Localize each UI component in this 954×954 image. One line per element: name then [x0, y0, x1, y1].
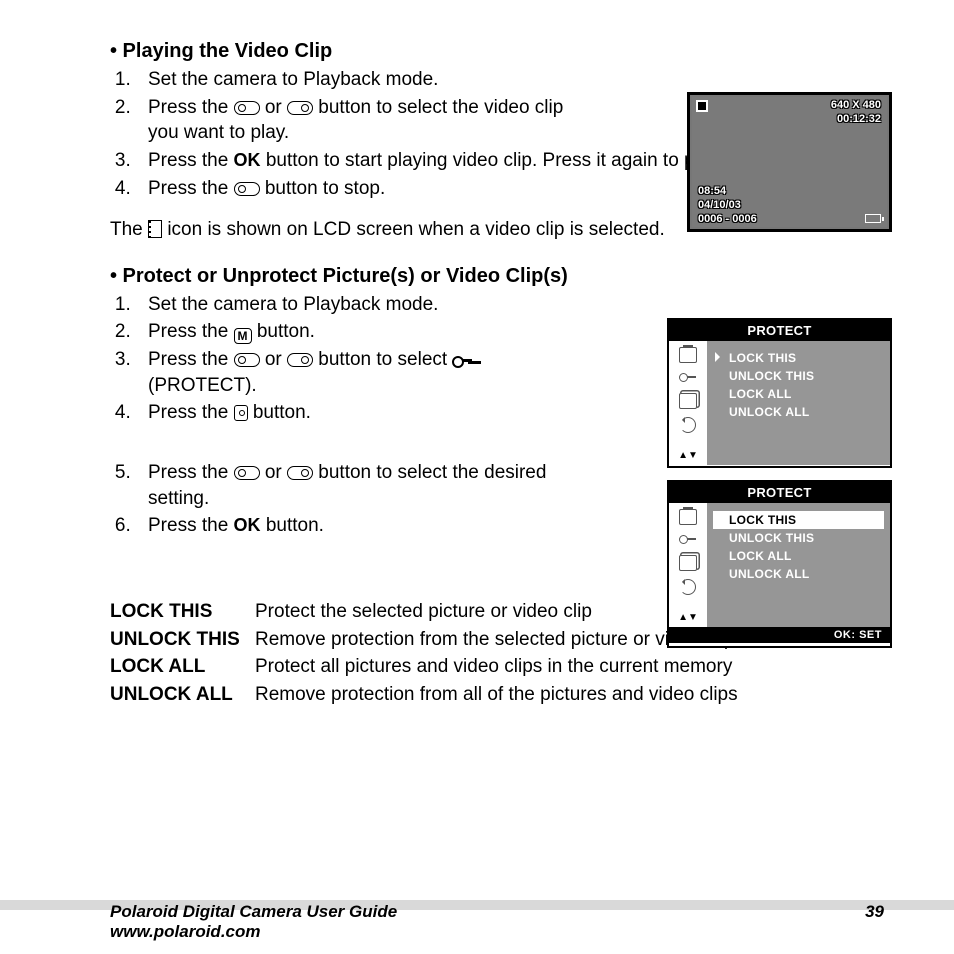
step: Set the camera to Playback mode.: [136, 67, 894, 93]
footer-url: www.polaroid.com: [110, 922, 397, 942]
menu-option[interactable]: UNLOCK ALL: [713, 403, 884, 421]
section-title-protect: • Protect or Unprotect Picture(s) or Vid…: [110, 263, 894, 290]
right-button-icon: [287, 101, 313, 115]
video-resolution: 640 X 480: [831, 99, 881, 111]
note-text: The: [110, 219, 143, 240]
left-button-icon: [234, 466, 260, 480]
key-icon: [679, 371, 697, 385]
rotate-icon: [680, 579, 696, 595]
menu-option[interactable]: LOCK ALL: [713, 547, 884, 565]
film-icon: [148, 220, 162, 238]
battery-icon: [865, 214, 881, 223]
menu-sidebar: ▲▼: [669, 341, 707, 465]
left-button-icon: [234, 353, 260, 367]
selection-pointer-icon: [715, 352, 725, 362]
step: Set the camera to Playback mode.: [136, 292, 894, 318]
trash-icon: [679, 509, 697, 525]
stop-indicator-icon: [696, 100, 708, 112]
nav-arrows-icon: ▲▼: [669, 450, 707, 461]
definition-term: LOCK ALL: [110, 654, 255, 680]
page-footer: Polaroid Digital Camera User Guide www.p…: [110, 902, 884, 942]
nav-arrows-icon: ▲▼: [669, 612, 707, 623]
menu-option-selected[interactable]: LOCK THIS: [713, 511, 884, 529]
page-number: 39: [865, 902, 884, 942]
step: Press the or button to select the video …: [136, 95, 566, 146]
protect-menu-1: PROTECT ▲▼ LOCK THIS UNLOCK THIS LOCK AL…: [667, 318, 892, 468]
menu-options: LOCK THIS UNLOCK THIS LOCK ALL UNLOCK AL…: [707, 341, 890, 465]
ok-button-label: OK: [234, 515, 261, 535]
menu-option-label: LOCK THIS: [729, 351, 796, 365]
video-elapsed: 00:12:32: [837, 113, 881, 125]
m-button-icon: M: [234, 328, 252, 344]
menu-option[interactable]: LOCK ALL: [713, 385, 884, 403]
menu-option[interactable]: UNLOCK THIS: [713, 529, 884, 547]
menu-options: LOCK THIS UNLOCK THIS LOCK ALL UNLOCK AL…: [707, 503, 890, 627]
menu-option[interactable]: UNLOCK THIS: [713, 367, 884, 385]
trash-icon: [679, 347, 697, 363]
key-icon: [679, 533, 697, 547]
menu-option[interactable]: UNLOCK ALL: [713, 565, 884, 583]
definition-term: UNLOCK THIS: [110, 627, 255, 653]
copy-icon: [679, 393, 697, 409]
definition-term: LOCK THIS: [110, 599, 255, 625]
menu-header: PROTECT: [669, 320, 890, 341]
rotate-icon: [680, 417, 696, 433]
menu-footer: OK: SET: [669, 627, 890, 643]
ok-button-label: OK: [234, 150, 261, 170]
footer-title: Polaroid Digital Camera User Guide: [110, 902, 397, 922]
enter-button-icon: [234, 405, 248, 421]
right-button-icon: [287, 466, 313, 480]
step: Press the or button to select the desire…: [136, 460, 566, 511]
right-button-icon: [287, 353, 313, 367]
definition-row: UNLOCK ALL Remove protection from all of…: [110, 682, 894, 708]
video-date: 04/10/03: [698, 199, 741, 211]
protect-menu-2: PROTECT ▲▼ LOCK THIS UNLOCK THIS LOCK AL…: [667, 480, 892, 648]
note-text: icon is shown on LCD screen when a video…: [167, 219, 664, 240]
menu-option[interactable]: LOCK THIS: [713, 349, 884, 367]
section-title-playing: • Playing the Video Clip: [110, 38, 894, 65]
manual-page: 640 X 480 00:12:32 08:54 04/10/03 0006 -…: [0, 0, 954, 954]
protect-key-icon: [452, 354, 470, 366]
definition-desc: Remove protection from all of the pictur…: [255, 682, 894, 708]
definition-row: LOCK ALL Protect all pictures and video …: [110, 654, 894, 680]
definition-desc: Protect all pictures and video clips in …: [255, 654, 894, 680]
video-clock: 08:54: [698, 185, 726, 197]
menu-sidebar: ▲▼: [669, 503, 707, 627]
menu-header: PROTECT: [669, 482, 890, 503]
left-button-icon: [234, 182, 260, 196]
video-preview: 640 X 480 00:12:32 08:54 04/10/03 0006 -…: [687, 92, 892, 232]
copy-icon: [679, 555, 697, 571]
left-button-icon: [234, 101, 260, 115]
definition-term: UNLOCK ALL: [110, 682, 255, 708]
video-counter: 0006 - 0006: [698, 213, 757, 225]
